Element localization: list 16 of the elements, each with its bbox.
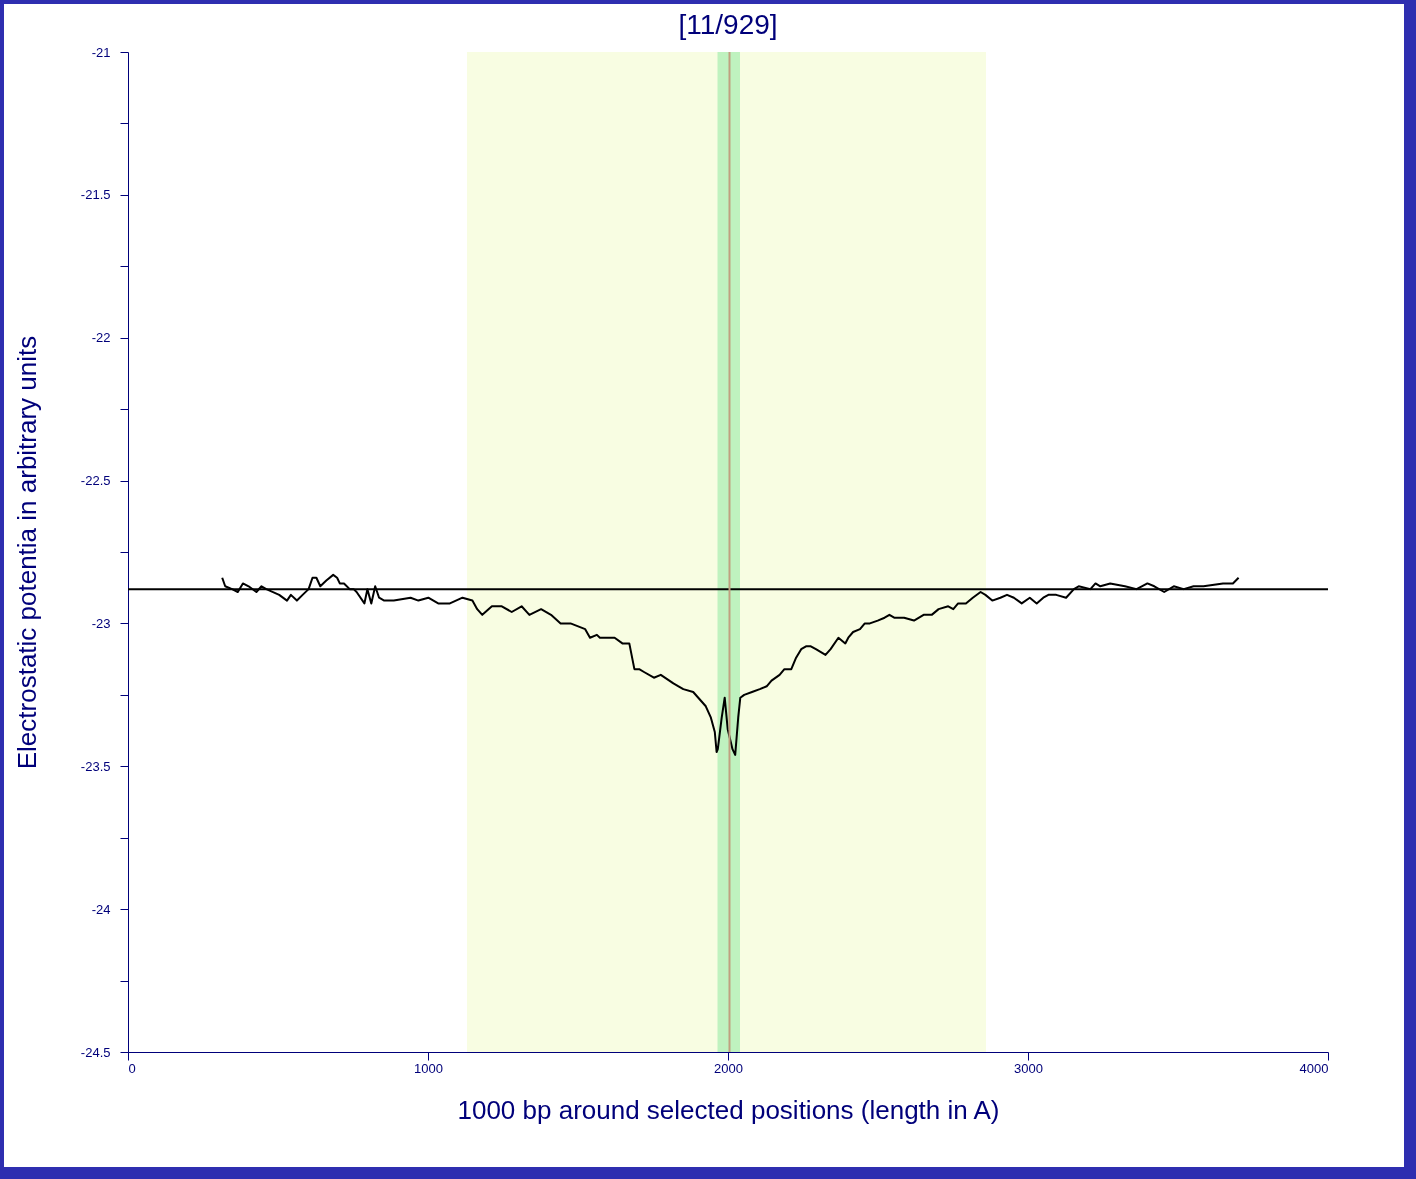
x-tick-label: 2000 <box>714 1060 743 1076</box>
y-tick-label: -23 <box>91 615 111 631</box>
y-tick-label: -22.5 <box>80 473 111 489</box>
y-axis-title: Electrostatic potentia in arbitrary units <box>11 335 42 770</box>
x-axis-title: 1000 bp around selected positions (length in A) <box>457 1094 1000 1125</box>
x-tick-label: 3000 <box>1014 1060 1043 1076</box>
y-tick-label: -21 <box>91 44 111 60</box>
x-tick-label: 4000 <box>1299 1060 1329 1076</box>
y-tick-label: -21.5 <box>80 187 111 203</box>
chart-title: [11/929] <box>678 9 778 40</box>
x-tick-label: 1000 <box>414 1060 443 1076</box>
y-tick-label: -24 <box>91 901 111 917</box>
y-tick-label: -22 <box>91 330 111 346</box>
x-tick-label: 0 <box>128 1060 136 1076</box>
y-tick-label: -24.5 <box>80 1044 111 1060</box>
y-tick-label: -23.5 <box>80 758 111 774</box>
